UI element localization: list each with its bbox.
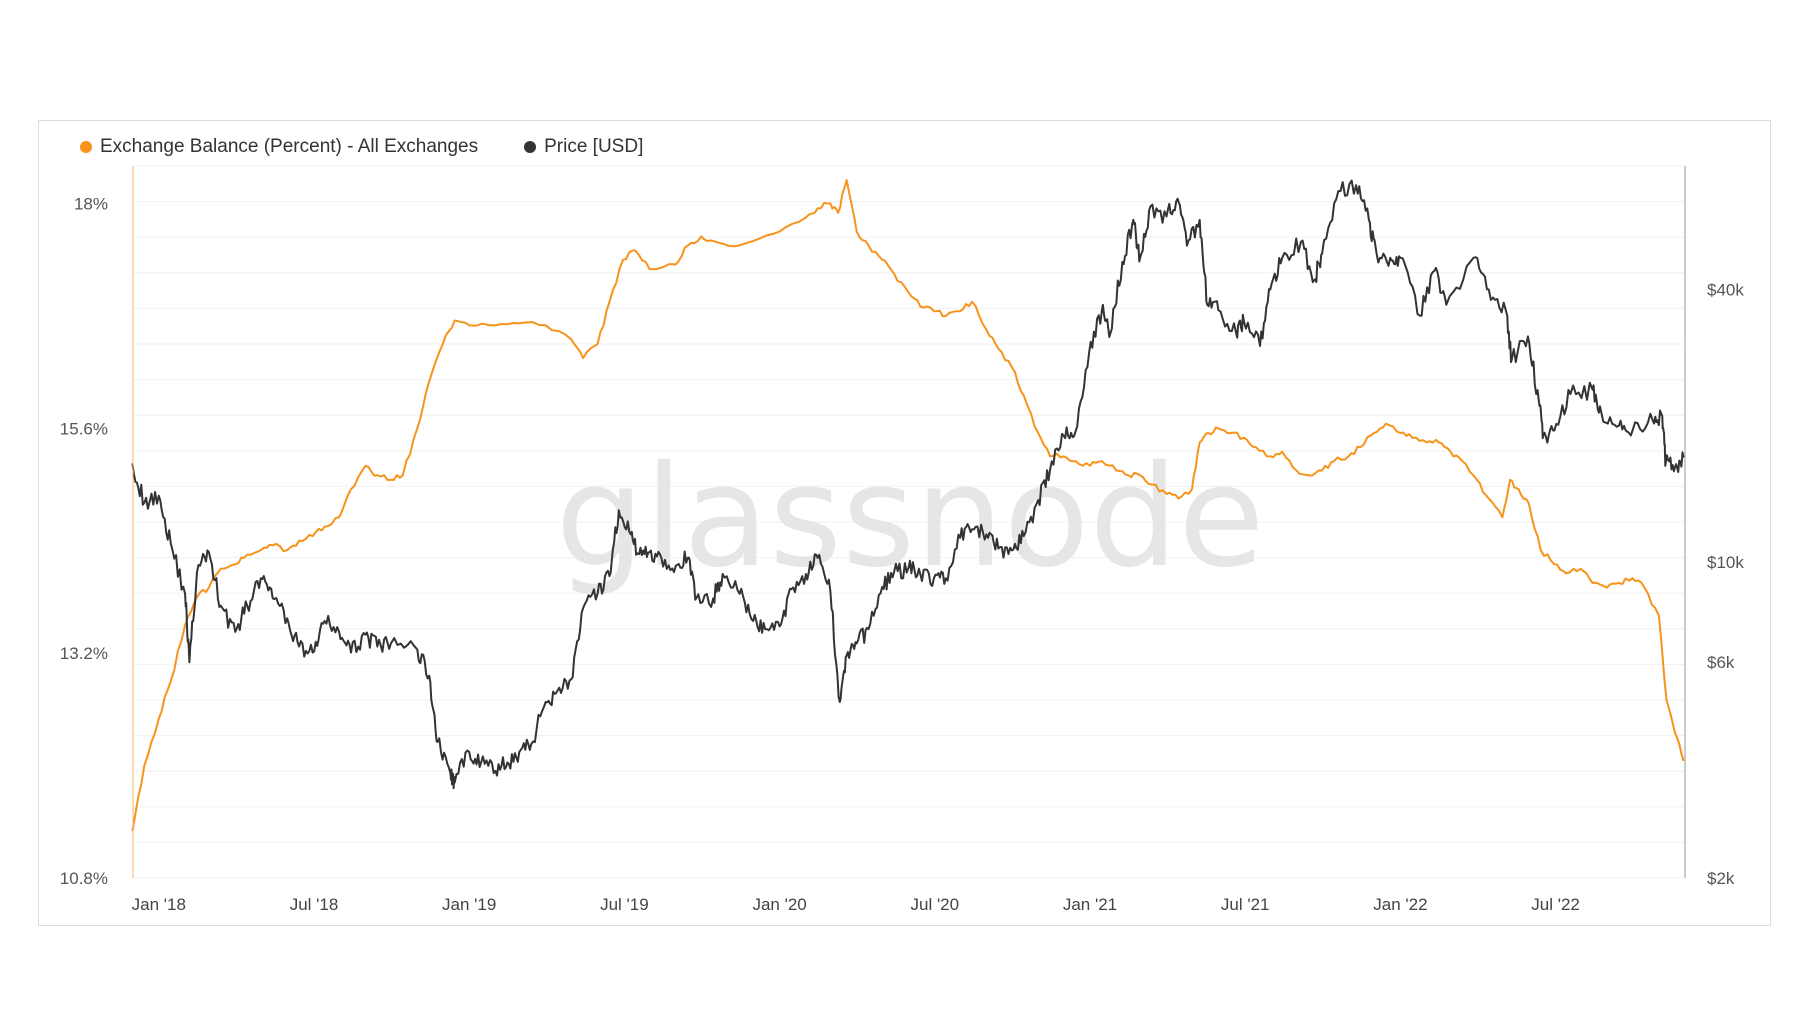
- chart-legend: Exchange Balance (Percent) - All Exchang…: [80, 136, 643, 158]
- series-line-exchange-balance[interactable]: [131, 179, 1685, 832]
- x-axis-tick-label: Jul '21: [1221, 895, 1270, 914]
- x-axis-tick-label: Jan '22: [1373, 895, 1427, 914]
- axes: 18% 15.6% 13.2% 10.8% $40k $10k $6k $2k Jan '18 J…: [60, 166, 1744, 914]
- legend-dot-price: [524, 141, 537, 153]
- series-layer: [131, 179, 1685, 832]
- x-axis-tick-label: Jul '22: [1531, 895, 1580, 914]
- legend-label-price: Price [USD]: [544, 136, 644, 157]
- x-axis-tick-label: Jan '18: [132, 895, 186, 914]
- legend-dot-exchange-balance: [80, 141, 92, 153]
- left-axis-tick-label: 18%: [74, 195, 108, 214]
- x-axis-tick-label: Jul '18: [290, 895, 339, 914]
- right-axis-tick-label: $40k: [1707, 281, 1744, 300]
- legend-item-price[interactable]: Price [USD]: [524, 136, 643, 158]
- right-axis-tick-label: $6k: [1707, 653, 1735, 672]
- x-axis-tick-label: Jan '20: [752, 895, 806, 914]
- x-axis-tick-label: Jan '19: [442, 895, 496, 914]
- chart-card: [38, 120, 1771, 926]
- right-axis-tick-label: $10k: [1707, 553, 1744, 572]
- right-axis-tick-label: $2k: [1707, 869, 1735, 888]
- x-axis-tick-label: Jul '19: [600, 895, 649, 914]
- x-axis-tick-label: Jul '20: [910, 895, 959, 914]
- legend-label-exchange-balance: Exchange Balance (Percent) - All Exchang…: [100, 136, 479, 157]
- x-axis-tick-label: Jan '21: [1063, 895, 1117, 914]
- left-axis-tick-label: 15.6%: [60, 419, 108, 438]
- left-axis-tick-label: 10.8%: [60, 869, 108, 888]
- legend-item-exchange-balance[interactable]: Exchange Balance (Percent) - All Exchang…: [80, 136, 478, 158]
- watermark-text: glassnode: [556, 436, 1265, 599]
- grid-lines: [133, 165, 1685, 879]
- left-axis-tick-label: 13.2%: [60, 644, 108, 663]
- series-line-price[interactable]: [131, 179, 1685, 790]
